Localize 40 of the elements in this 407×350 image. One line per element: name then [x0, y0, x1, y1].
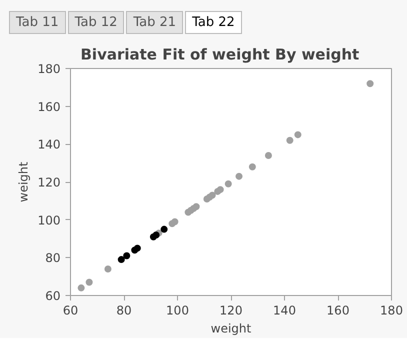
x-axis-title: weight: [210, 322, 252, 336]
point: [78, 284, 85, 292]
point: [160, 226, 168, 233]
x-tick-label: 180: [380, 304, 403, 318]
chart-title: Bivariate Fit of weight By weight: [80, 46, 360, 64]
tab: Tab 12: [68, 11, 124, 34]
x-tick-label: 80: [116, 304, 132, 318]
x-tick-label: 160: [326, 304, 350, 318]
point: [192, 203, 200, 210]
y-tick-label: 180: [38, 62, 60, 76]
y-axis-title: weight: [16, 161, 31, 202]
tab: Tab 21: [126, 11, 184, 34]
y-tick-label: 80: [45, 251, 61, 266]
tab: Tab 22: [185, 11, 242, 34]
point: [366, 80, 374, 88]
y-tick-label: 100: [38, 213, 60, 228]
x-tick-label: 100: [166, 304, 189, 318]
point: [171, 218, 178, 226]
tab: Tab 11: [9, 11, 66, 34]
point: [286, 136, 294, 144]
point: [104, 266, 112, 273]
point: [264, 152, 272, 160]
point: [152, 231, 160, 238]
point: [208, 192, 216, 199]
point: [236, 172, 243, 180]
point: [216, 186, 224, 194]
point: [248, 163, 256, 170]
point: [86, 278, 93, 286]
point: [123, 252, 130, 260]
x-tick-label: 60: [62, 304, 78, 318]
y-tick-label: 160: [38, 100, 60, 114]
point: [118, 256, 125, 264]
point: [134, 244, 141, 252]
y-tick-label: 120: [38, 176, 60, 190]
point: [224, 180, 232, 188]
y-tick-label: 140: [38, 138, 60, 152]
point: [294, 131, 302, 138]
x-tick-label: 140: [273, 304, 296, 318]
x-tick-label: 120: [220, 304, 242, 318]
y-tick-label: 60: [45, 289, 61, 303]
